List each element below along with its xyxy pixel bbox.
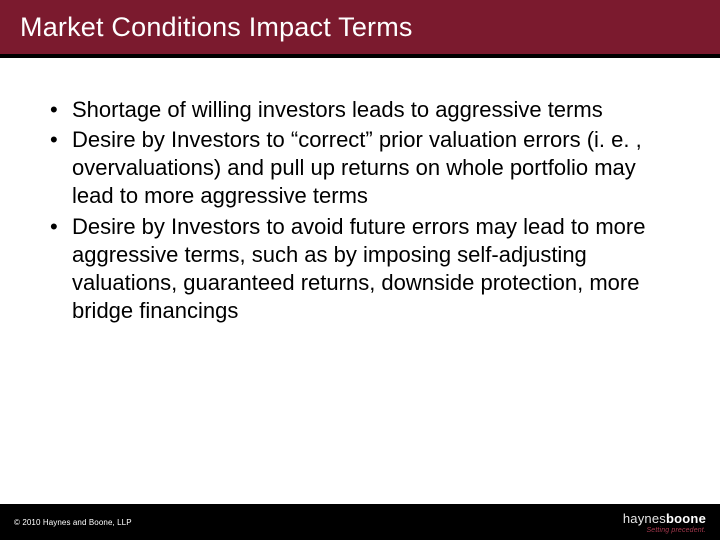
- logo-text: haynesboone: [623, 511, 706, 526]
- copyright-text: © 2010 Haynes and Boone, LLP: [14, 518, 132, 527]
- footer-bar: © 2010 Haynes and Boone, LLP haynesboone…: [0, 504, 720, 540]
- list-item: Desire by Investors to “correct” prior v…: [44, 126, 676, 210]
- list-item: Desire by Investors to avoid future erro…: [44, 213, 676, 326]
- logo-part-bold: boone: [666, 511, 706, 526]
- list-item: Shortage of willing investors leads to a…: [44, 96, 676, 124]
- bullet-text: Desire by Investors to “correct” prior v…: [72, 127, 642, 208]
- bullet-list: Shortage of willing investors leads to a…: [44, 96, 676, 325]
- slide-title: Market Conditions Impact Terms: [20, 12, 413, 43]
- company-logo: haynesboone Setting precedent.: [623, 511, 706, 534]
- logo-tagline: Setting precedent.: [646, 527, 706, 534]
- bullet-text: Shortage of willing investors leads to a…: [72, 97, 603, 122]
- slide: Market Conditions Impact Terms Shortage …: [0, 0, 720, 540]
- logo-part-thin: haynes: [623, 511, 666, 526]
- slide-body: Shortage of willing investors leads to a…: [0, 54, 720, 540]
- title-bar: Market Conditions Impact Terms: [0, 0, 720, 54]
- bullet-text: Desire by Investors to avoid future erro…: [72, 214, 645, 323]
